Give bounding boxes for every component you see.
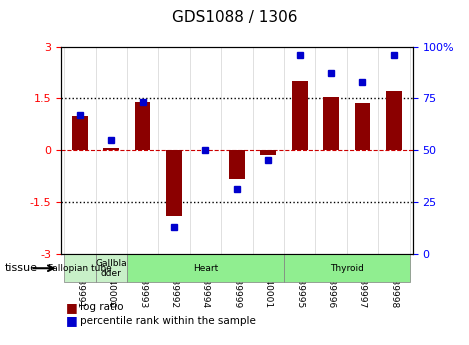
Text: tissue: tissue xyxy=(5,263,38,273)
Bar xyxy=(260,150,276,155)
Text: log ratio: log ratio xyxy=(80,302,123,312)
FancyBboxPatch shape xyxy=(96,254,127,282)
Bar xyxy=(229,150,245,179)
Bar xyxy=(135,102,151,150)
Text: GDS1088 / 1306: GDS1088 / 1306 xyxy=(172,10,297,25)
Bar xyxy=(72,116,88,150)
Bar xyxy=(386,91,402,150)
Bar xyxy=(323,97,339,150)
FancyBboxPatch shape xyxy=(127,254,284,282)
Bar xyxy=(103,148,119,150)
Text: ■: ■ xyxy=(66,300,77,314)
Text: Gallbla
dder: Gallbla dder xyxy=(95,258,127,278)
Bar xyxy=(166,150,182,216)
Bar xyxy=(292,81,308,150)
Text: Fallopian tube: Fallopian tube xyxy=(48,264,112,273)
Text: ■: ■ xyxy=(66,314,77,327)
Bar xyxy=(355,104,371,150)
FancyBboxPatch shape xyxy=(64,254,96,282)
FancyBboxPatch shape xyxy=(284,254,409,282)
Text: Thyroid: Thyroid xyxy=(330,264,363,273)
Text: percentile rank within the sample: percentile rank within the sample xyxy=(80,316,256,326)
Text: Heart: Heart xyxy=(193,264,218,273)
